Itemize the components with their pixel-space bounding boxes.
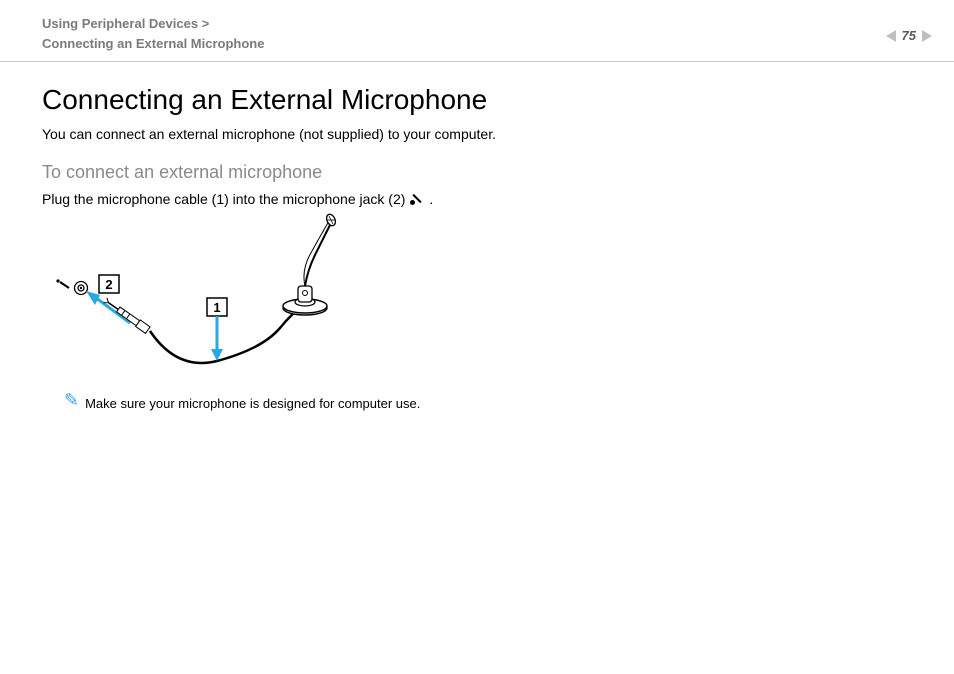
pager: 75 (886, 28, 932, 43)
subheading: To connect an external microphone (42, 162, 912, 183)
connection-diagram: 2 1 (42, 213, 402, 383)
next-page-arrow-icon[interactable] (922, 30, 932, 42)
intro-text: You can connect an external microphone (… (42, 126, 912, 142)
page-header: Using Peripheral Devices > Connecting an… (0, 0, 954, 62)
breadcrumb: Using Peripheral Devices > Connecting an… (42, 14, 264, 53)
callout-1: 1 (207, 298, 227, 316)
content-area: Connecting an External Microphone You ca… (0, 62, 954, 411)
step-text-after: . (429, 191, 433, 207)
arrow-to-cable-icon (211, 316, 223, 361)
callout-2: 2 (99, 275, 119, 293)
page-title: Connecting an External Microphone (42, 84, 912, 116)
step-text-before: Plug the microphone cable (1) into the m… (42, 191, 405, 207)
breadcrumb-line-2: Connecting an External Microphone (42, 34, 264, 54)
plug-icon (103, 297, 150, 333)
breadcrumb-line-1: Using Peripheral Devices > (42, 14, 264, 34)
microphone-jack-icon (409, 191, 425, 207)
step-text: Plug the microphone cable (1) into the m… (42, 191, 912, 207)
jack-port-icon (56, 279, 87, 294)
note: ✎ Make sure your microphone is designed … (42, 390, 912, 411)
svg-text:2: 2 (105, 277, 112, 292)
svg-text:1: 1 (213, 300, 220, 315)
note-text: Make sure your microphone is designed fo… (85, 396, 420, 411)
arrow-to-jack-icon (86, 291, 130, 323)
note-pencil-icon: ✎ (64, 390, 79, 411)
page-number: 75 (902, 28, 916, 43)
prev-page-arrow-icon[interactable] (886, 30, 896, 42)
microphone-icon (283, 213, 337, 315)
